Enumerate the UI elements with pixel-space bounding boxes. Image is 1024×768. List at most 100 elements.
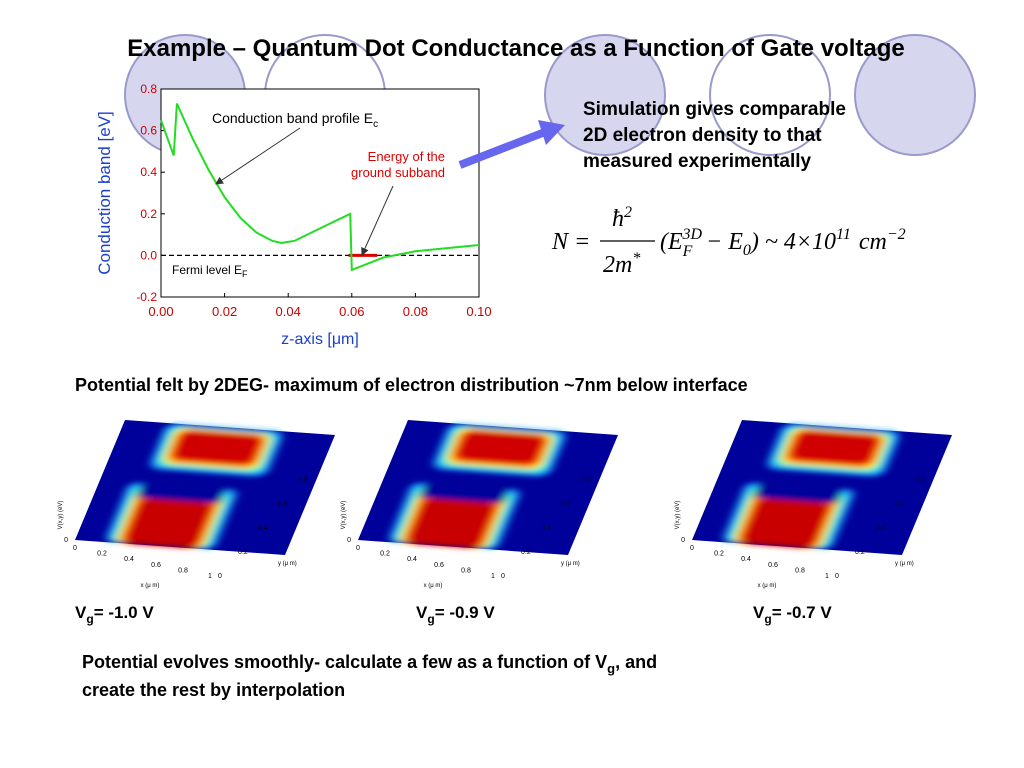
y-tick-label: 0.2	[521, 549, 531, 556]
line-series	[160, 103, 480, 272]
caption: Vg= -1.0 V	[75, 603, 154, 626]
arrow	[458, 128, 547, 169]
x-tick-label: 0.4	[407, 556, 417, 563]
x-tick-label: 0.4	[741, 556, 751, 563]
surface-blob	[174, 431, 261, 465]
formula-part: ħ2	[612, 204, 632, 232]
y-tick-label: 0.2	[855, 549, 865, 556]
caption-text: = -1.0 V	[94, 603, 155, 622]
annotation-text: Fermi level E	[172, 263, 242, 277]
y-tick-label: 0.4	[258, 525, 268, 532]
surface-blob	[408, 498, 495, 548]
y-axis-label: y (μ m)	[895, 561, 914, 567]
x-tick-label: 0	[356, 545, 360, 552]
y-axis-label: y (μ m)	[278, 561, 297, 567]
z-tick-label: 0	[347, 537, 351, 544]
caption-text: V	[416, 603, 428, 622]
surface-plot: V(x,y) (eV)000.20.40.60.81x (μ m)00.20.4…	[675, 420, 952, 626]
y-tick-label: 0.6	[278, 501, 288, 508]
y-tick-label: 0.4	[140, 165, 157, 179]
x-tick-label: 1	[208, 573, 212, 580]
bottom-text: create the rest by interpolation	[82, 680, 345, 700]
formula-part: N =	[551, 229, 590, 255]
surface-blobs	[389, 423, 565, 550]
caption-sub: g	[427, 612, 434, 626]
caption-sub: g	[86, 612, 93, 626]
slide-title: Example – Quantum Dot Conductance as a F…	[127, 35, 904, 62]
x-tick-label: 0	[73, 545, 77, 552]
surface-plots: V(x,y) (eV)000.20.40.60.81x (μ m)00.20.4…	[58, 420, 952, 626]
x-tick-label: 0.00	[148, 304, 173, 319]
z-tick-label: 0	[64, 537, 68, 544]
x-tick-label: 0.2	[380, 551, 390, 558]
subheading: Potential felt by 2DEG- maximum of elect…	[75, 375, 748, 395]
y-tick-label: 0.8	[581, 477, 591, 484]
x-tick-label: 0.2	[714, 551, 724, 558]
surface-blob	[457, 431, 544, 465]
x-tick-label: 0	[690, 545, 694, 552]
z-tick-label: 0	[681, 537, 685, 544]
y-tick-label: 0	[501, 573, 505, 580]
x-tick-label: 0.6	[768, 562, 778, 569]
surface-gap	[135, 483, 226, 504]
annotation-arrow	[361, 185, 394, 256]
annotation-sub: c	[373, 119, 378, 130]
caption-text: V	[753, 603, 765, 622]
x-tick-label: 0.6	[151, 562, 161, 569]
x-tick-label: 1	[491, 573, 495, 580]
y-tick-label: 0.6	[140, 124, 157, 138]
caption: Vg= -0.9 V	[416, 603, 495, 626]
y-tick-label: 0	[218, 573, 222, 580]
x-tick-label: 0.8	[178, 567, 188, 574]
z-axis-label: V(x,y) (eV)	[341, 501, 347, 530]
y-tick-label: 0.2	[140, 207, 157, 221]
y-tick-label: 0.8	[915, 477, 925, 484]
x-tick-label: 0.10	[466, 304, 491, 319]
x-tick-label: 0.8	[795, 567, 805, 574]
x-tick-label: 0.4	[124, 556, 134, 563]
surface-blob	[125, 498, 212, 548]
surface-blobs	[723, 423, 899, 550]
z-axis-label: V(x,y) (eV)	[58, 501, 64, 530]
surface-plot: V(x,y) (eV)000.20.40.60.81x (μ m)00.20.4…	[341, 420, 618, 626]
y-tick-label: 0.6	[895, 501, 905, 508]
formula-part: 2m*	[603, 250, 640, 278]
x-tick-label: 0.04	[276, 304, 301, 319]
surface-blobs	[106, 423, 282, 550]
annotation: Conduction band profile Ec	[212, 110, 378, 130]
y-tick-label: 0	[835, 573, 839, 580]
annotation-text: Conduction band profile E	[212, 110, 373, 126]
y-tick-label: 0.4	[875, 525, 885, 532]
x-tick-label: 1	[825, 573, 829, 580]
plot-frame	[160, 88, 480, 298]
y-axis-label: Conduction band [eV]	[95, 111, 114, 275]
formula-part: (EF3D − E0) ~ 4×1011 cm−2	[660, 226, 906, 260]
side-text: Simulation gives comparable	[583, 99, 846, 120]
caption: Vg= -0.7 V	[753, 603, 832, 626]
side-text: 2D electron density to that	[583, 125, 822, 146]
x-tick-label: 0.02	[212, 304, 237, 319]
caption-text: = -0.7 V	[772, 603, 833, 622]
x-tick-label: 0.2	[97, 551, 107, 558]
surface	[75, 420, 335, 556]
x-tick-label: 0.08	[403, 304, 428, 319]
bottom-text: Potential evolves smoothly- calculate a …	[82, 652, 657, 676]
annotation: Energy of the	[368, 149, 445, 164]
caption-sub: g	[764, 612, 771, 626]
surface-gap	[418, 483, 509, 504]
y-tick-label: 0.0	[140, 248, 157, 262]
surface	[358, 420, 618, 556]
x-tick-label: 0.06	[339, 304, 364, 319]
surface-gap	[752, 483, 843, 504]
x-axis-label: x (μ m)	[424, 583, 443, 589]
surface-blob	[791, 431, 878, 465]
annotation-arrow	[215, 127, 301, 185]
y-tick-label: 0.8	[298, 477, 308, 484]
y-axis-label: y (μ m)	[561, 561, 580, 567]
arrow-head	[538, 120, 565, 145]
caption-text: = -0.9 V	[435, 603, 496, 622]
x-axis-label: x (μ m)	[141, 583, 160, 589]
formula: N = ħ2 2m* (EF3D − E0) ~ 4×1011 cm−2	[551, 204, 906, 278]
caption-text: V	[75, 603, 87, 622]
x-tick-label: 0.8	[461, 567, 471, 574]
